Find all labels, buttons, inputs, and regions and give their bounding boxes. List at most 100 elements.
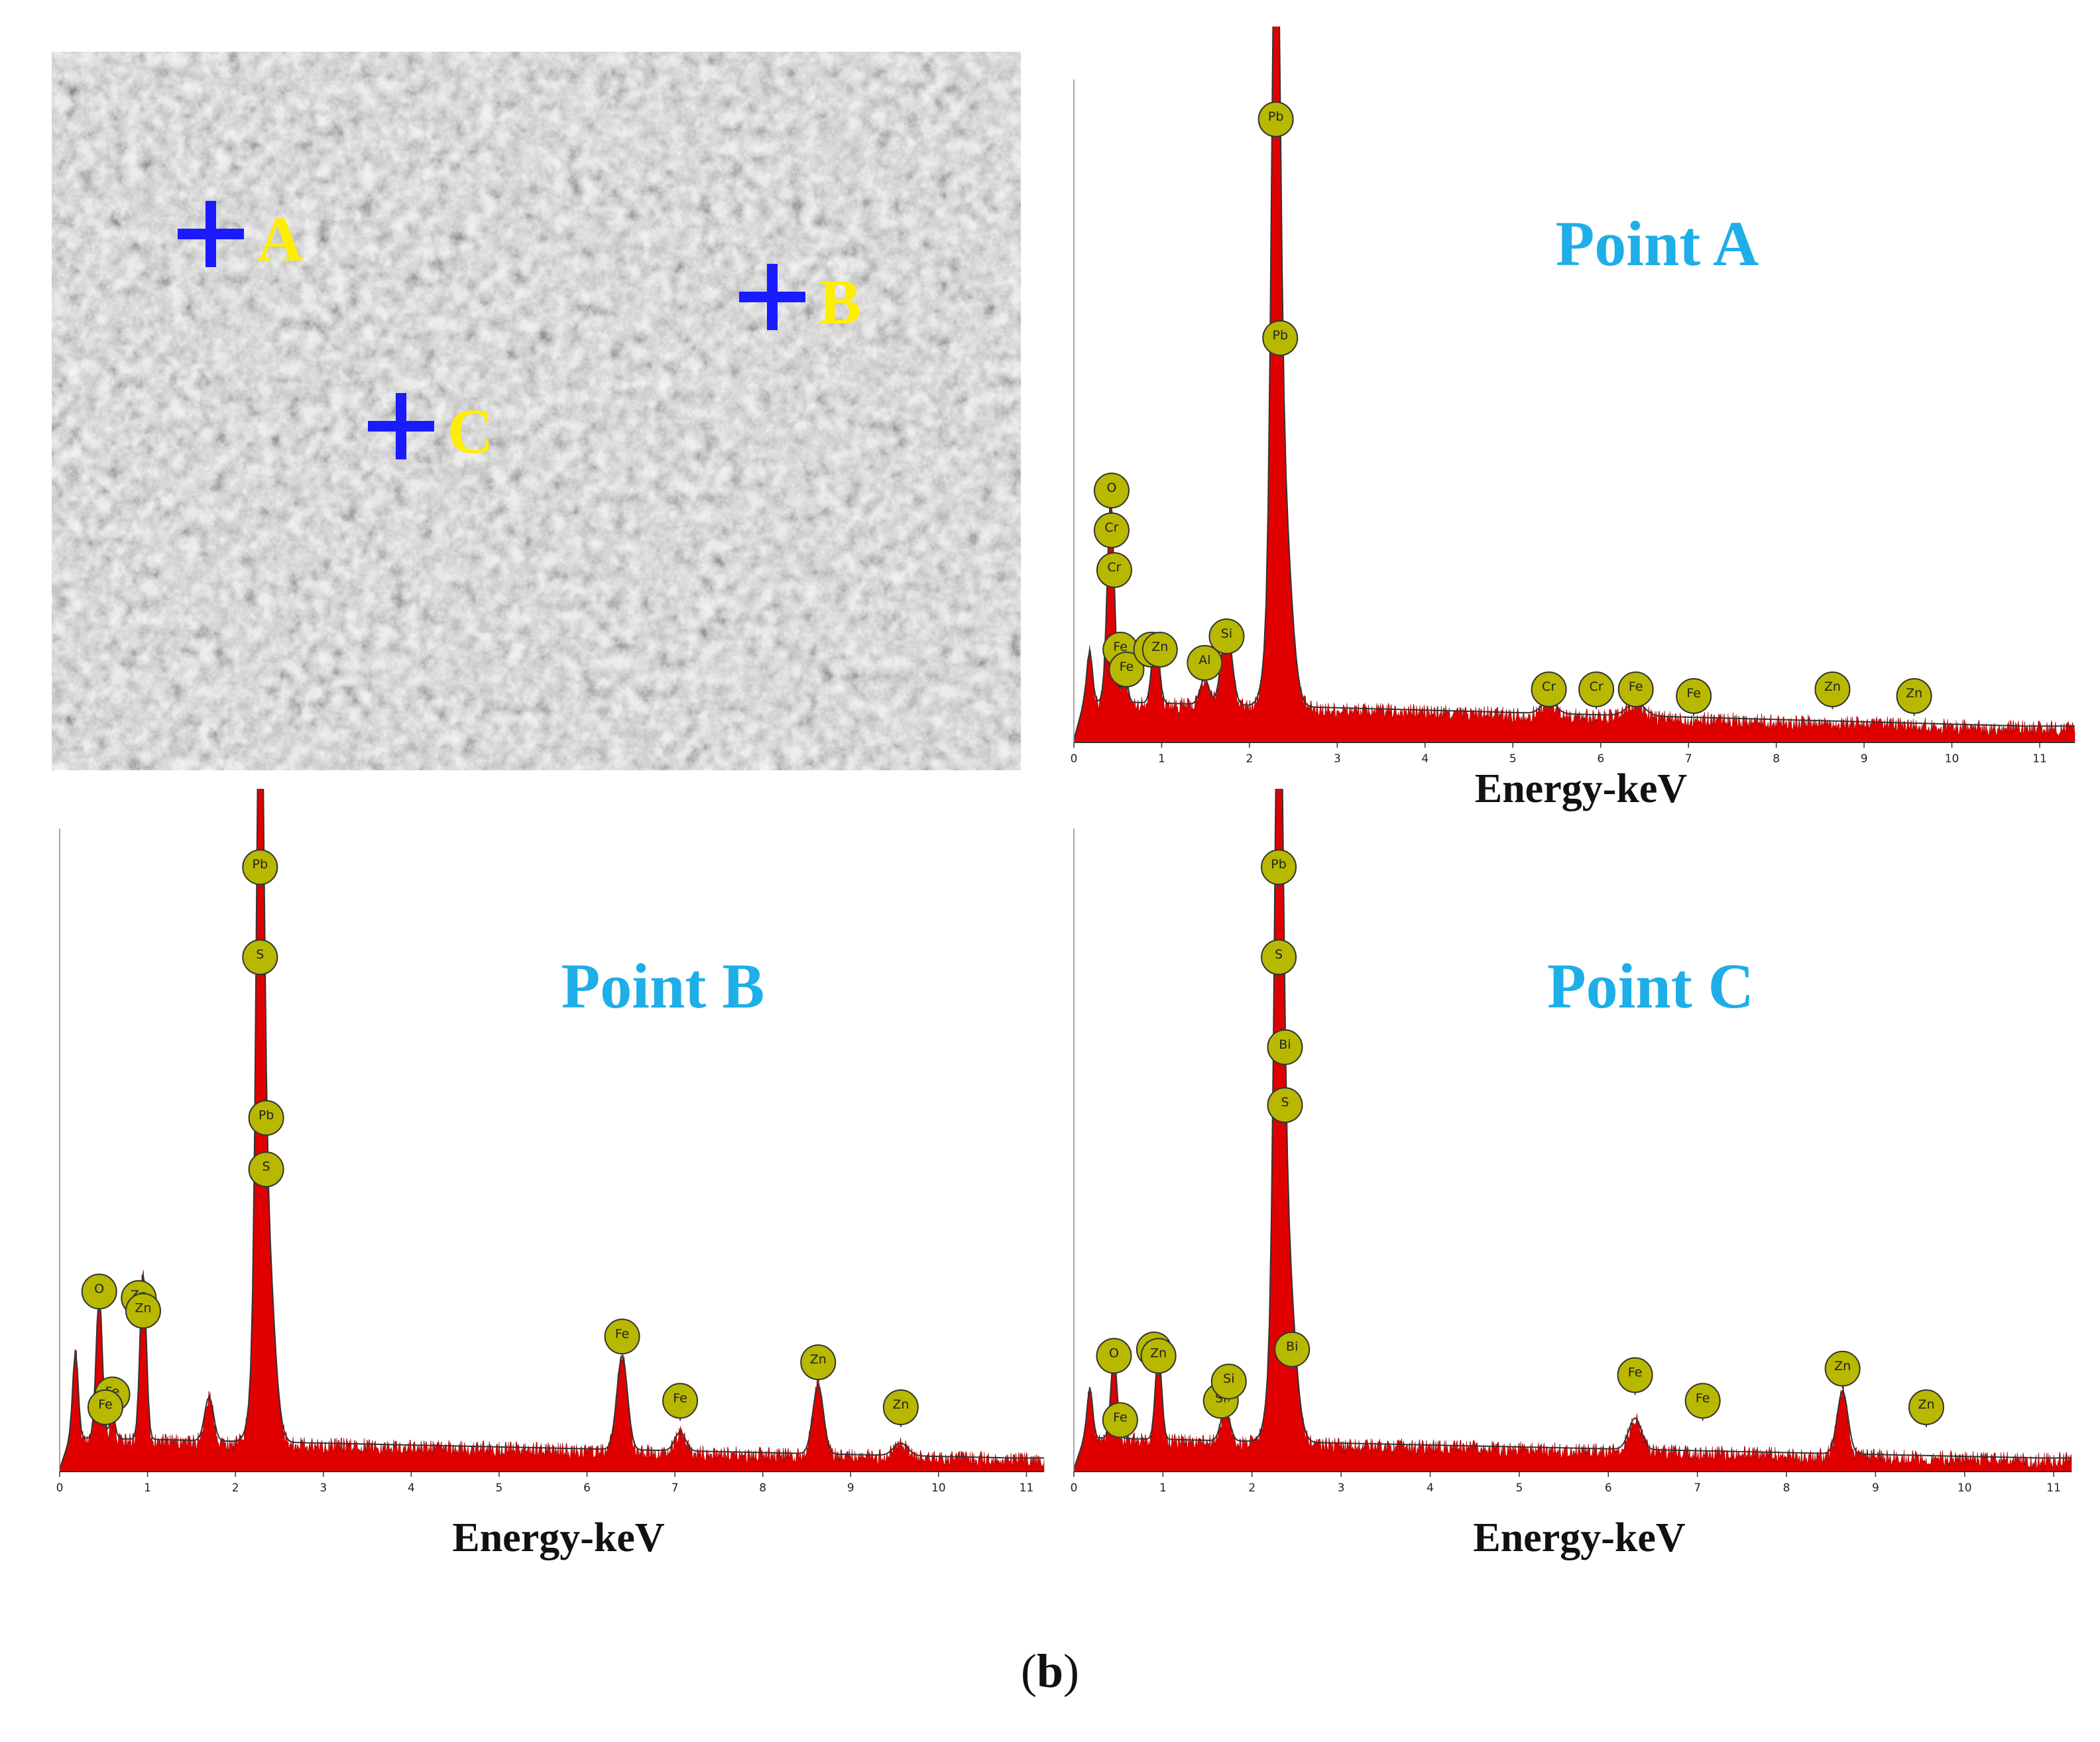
sem-marker-label: A xyxy=(257,203,303,274)
spectrum-fit-line xyxy=(1073,789,2071,1470)
badge-label: Cr xyxy=(1104,520,1118,535)
x-tick-label: 7 xyxy=(1685,752,1692,766)
x-tick-label: 3 xyxy=(1338,1481,1345,1495)
sem-markers: A B C xyxy=(178,201,861,467)
x-tick-label: 7 xyxy=(671,1481,679,1495)
x-tick-label: 1 xyxy=(1159,1481,1167,1495)
badge-label: O xyxy=(1109,1346,1119,1360)
badge-label: O xyxy=(1106,481,1116,495)
x-tick-label: 8 xyxy=(1783,1481,1790,1495)
element-badge-cr: Cr xyxy=(1531,671,1567,709)
badge-label: Zn xyxy=(892,1397,909,1412)
x-tick-label: 11 xyxy=(2046,1481,2061,1495)
sem-marker-a: A xyxy=(178,201,303,274)
element-badge-fe: Fe xyxy=(1617,671,1654,709)
badge-label: Fe xyxy=(1686,686,1701,701)
badge-circle xyxy=(1274,1331,1311,1367)
badge-circle xyxy=(125,1293,161,1329)
x-tick-label: 3 xyxy=(320,1481,327,1495)
x-tick-label: 4 xyxy=(1421,752,1429,766)
badge-circle xyxy=(1824,1350,1861,1387)
element-badge-zn: Zn xyxy=(1140,1338,1177,1376)
badge-circle xyxy=(1262,320,1299,356)
x-tick-label: 5 xyxy=(1509,752,1517,766)
badge-circle xyxy=(1578,671,1615,707)
badge-label: Zn xyxy=(1824,679,1841,694)
element-badge-fe: Fe xyxy=(1102,1402,1138,1440)
badge-label: Cr xyxy=(1542,679,1556,694)
badge-circle xyxy=(248,1100,284,1136)
badge-label: S xyxy=(262,1159,270,1174)
x-tick-label: 0 xyxy=(56,1481,64,1495)
x-tick-label: 5 xyxy=(1515,1481,1523,1495)
badge-circle xyxy=(1096,552,1132,588)
x-tick-label: 11 xyxy=(2032,752,2047,766)
element-badge-s: S xyxy=(1261,939,1297,977)
spectrum-fit-line xyxy=(59,789,1044,1470)
x-tick-label: 2 xyxy=(232,1481,239,1495)
figure-caption: (b) xyxy=(0,1644,2100,1699)
badge-circle xyxy=(242,849,278,886)
badge-label: Fe xyxy=(1696,1391,1710,1405)
badge-label: Fe xyxy=(615,1326,630,1341)
x-axis-label: Energy-keV xyxy=(1473,1515,1686,1560)
badge-circle xyxy=(1102,1402,1138,1438)
element-badge-zn: Zn xyxy=(1896,678,1932,716)
badge-label: Bi xyxy=(1279,1037,1291,1052)
element-badge-s: S xyxy=(242,939,278,977)
badge-circle xyxy=(882,1389,919,1425)
element-badge-pb: Pb xyxy=(248,1100,284,1138)
badge-circle xyxy=(248,1151,284,1188)
element-badge-zn: Zn xyxy=(1908,1389,1944,1427)
x-axis-label: Energy-keV xyxy=(1475,766,1688,811)
badge-circle xyxy=(1267,1029,1303,1065)
chart-title: Point A xyxy=(1556,208,1759,279)
element-badge-pb: Pb xyxy=(242,849,278,888)
badge-label: Pb xyxy=(1271,857,1287,872)
caption-close: ) xyxy=(1063,1645,1079,1698)
element-badge-al: Al xyxy=(1187,645,1223,683)
x-tick-label: 0 xyxy=(1071,1481,1078,1495)
caption-letter: b xyxy=(1036,1645,1064,1698)
badge-label: Fe xyxy=(1629,679,1643,694)
badge-circle xyxy=(1908,1389,1944,1425)
element-badge-fe: Fe xyxy=(1108,652,1145,689)
badge-circle xyxy=(1267,1087,1303,1124)
caption-open: ( xyxy=(1020,1645,1037,1698)
element-badge-o: O xyxy=(1096,1338,1132,1376)
badge-label: Zn xyxy=(1150,1346,1167,1360)
spectrum-point-c: 01234567891011PbSBiSBiOZnZnFeSiSiFeFeZnZ… xyxy=(1071,789,2072,1560)
x-tick-label: 10 xyxy=(1957,1481,1972,1495)
element-badge-s: S xyxy=(248,1151,284,1190)
element-badge-bi: Bi xyxy=(1274,1331,1311,1369)
badge-label: S xyxy=(1281,1095,1289,1110)
x-tick-label: 2 xyxy=(1246,752,1253,766)
badge-circle xyxy=(1187,645,1223,681)
badge-circle xyxy=(1141,632,1178,668)
badge-label: Cr xyxy=(1590,679,1604,694)
x-tick-label: 9 xyxy=(1872,1481,1879,1495)
badge-label: Fe xyxy=(1120,660,1134,674)
badge-circle xyxy=(1261,939,1297,975)
badge-label: Zn xyxy=(135,1301,151,1316)
badge-label: Bi xyxy=(1286,1340,1298,1354)
sem-marker-b: B xyxy=(739,264,861,337)
cross-v xyxy=(396,393,406,459)
x-tick-label: 1 xyxy=(144,1481,151,1495)
badge-label: Pb xyxy=(259,1108,274,1123)
badge-circle xyxy=(662,1383,699,1419)
badge-circle xyxy=(1093,512,1130,548)
spectrum-fill xyxy=(59,789,1045,1472)
spectrum-point-b: 01234567891011PbSPbSOZnZnFeFeFeFeZnZnPoi… xyxy=(56,789,1045,1560)
x-tick-label: 4 xyxy=(408,1481,415,1495)
x-tick-label: 9 xyxy=(1861,752,1868,766)
element-badge-o: O xyxy=(1093,473,1130,510)
sem-micrograph: A B C xyxy=(52,52,1021,770)
sem-texture xyxy=(52,52,1021,770)
badge-circle xyxy=(1896,678,1932,714)
badge-circle xyxy=(1210,1364,1247,1400)
badge-circle xyxy=(1617,671,1654,707)
element-badge-fe: Fe xyxy=(87,1389,123,1427)
badge-circle xyxy=(242,939,278,975)
cross-v xyxy=(767,264,778,330)
